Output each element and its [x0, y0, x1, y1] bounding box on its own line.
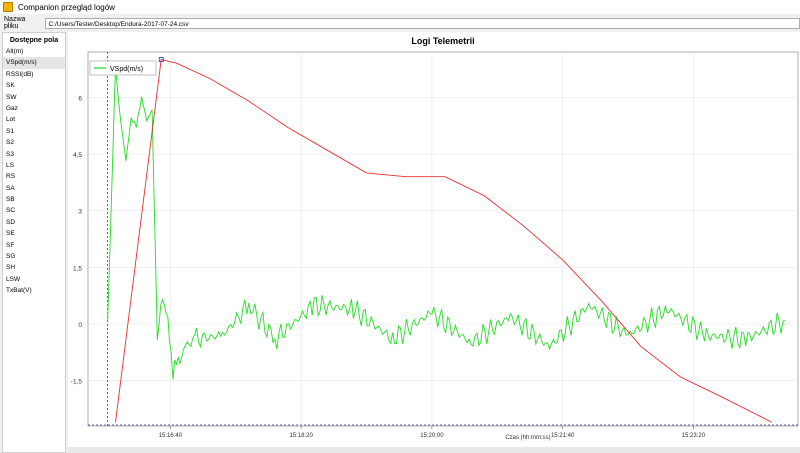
fields-panel-header: Dostępne pola — [9, 37, 59, 44]
field-item[interactable]: Gaz — [6, 104, 18, 112]
x-tick-label: 15:23:20 — [682, 433, 706, 439]
telemetry-chart[interactable]: Logi Telemetrii -1,5 0 1,5 3 4,5 6 15:16:40 15:1… — [68, 32, 800, 453]
series-line — [107, 64, 786, 380]
file-bar: Nazwa pliku C:/Users/Tester/Desktop/Endu… — [0, 14, 800, 32]
peak-marker — [158, 57, 164, 62]
field-item[interactable]: SD — [6, 218, 16, 226]
field-item[interactable]: RSSI(dB) — [6, 70, 34, 78]
chart-title: Logi Telemetrii — [411, 36, 474, 46]
app-icon — [3, 2, 13, 12]
telemetry-chart-panel[interactable]: Logi Telemetrii -1,5 0 1,5 3 4,5 6 15:16:40 15:1… — [68, 32, 800, 453]
field-item[interactable]: SG — [6, 253, 16, 261]
field-item[interactable]: LS — [6, 161, 14, 169]
fields-panel: Dostępne pola Alt(m) VSpd(m/s) RSSI(dB) SK S… — [2, 32, 66, 453]
x-axis-label: Czas (hh:mm:ss) — [505, 435, 550, 441]
field-item[interactable]: S2 — [6, 139, 14, 147]
window-title: Companion przegląd logów — [18, 2, 115, 12]
field-item[interactable]: SE — [6, 230, 15, 238]
y-tick-label: 3 — [78, 209, 82, 216]
field-item[interactable]: SW — [6, 93, 17, 101]
field-item[interactable]: TxBat(V) — [6, 287, 32, 295]
field-item[interactable]: RS — [6, 173, 16, 181]
legend-box — [89, 60, 157, 76]
x-tick-label: 15:16:40 — [159, 433, 183, 439]
field-item[interactable]: Alt(m) — [6, 48, 24, 55]
field-item[interactable]: S1 — [6, 127, 14, 135]
y-tick-label: 0 — [78, 322, 82, 329]
file-path-input[interactable]: C:/Users/Tester/Desktop/Endura-2017-07-2… — [45, 17, 800, 29]
y-tick-label: -1,5 — [71, 379, 83, 386]
field-item[interactable]: SB — [6, 196, 15, 204]
plot-frame — [87, 51, 799, 427]
x-tick-label: 15:21:40 — [551, 433, 575, 439]
field-item[interactable]: SK — [6, 82, 15, 90]
field-item[interactable]: LSW — [6, 275, 21, 283]
y-tick-label: 6 — [78, 95, 82, 102]
field-item[interactable]: VSpd(m/s) — [3, 57, 65, 69]
field-item[interactable]: SF — [6, 241, 15, 249]
field-item[interactable]: Lot — [6, 116, 16, 124]
field-item[interactable]: S3 — [6, 150, 14, 158]
series-line — [115, 59, 773, 423]
field-item[interactable]: SA — [6, 184, 15, 192]
bottom-toolbar — [68, 447, 800, 453]
field-item[interactable]: SC — [6, 207, 16, 215]
y-tick-label: 4,5 — [73, 152, 82, 159]
field-list: Alt(m) VSpd(m/s) RSSI(dB) SK SW Gaz Lot S1 S2 S3 L… — [3, 46, 65, 297]
title-bar: Companion przegląd logów — [0, 0, 800, 14]
file-name-label: Nazwa pliku — [4, 16, 26, 30]
y-tick-label: 1,5 — [73, 265, 82, 272]
x-tick-label: 15:18:20 — [289, 433, 313, 439]
x-tick-label: 15:20:00 — [420, 433, 444, 439]
field-item[interactable]: SH — [6, 264, 16, 272]
legend-entry: VSpd(m/s) — [110, 66, 143, 73]
